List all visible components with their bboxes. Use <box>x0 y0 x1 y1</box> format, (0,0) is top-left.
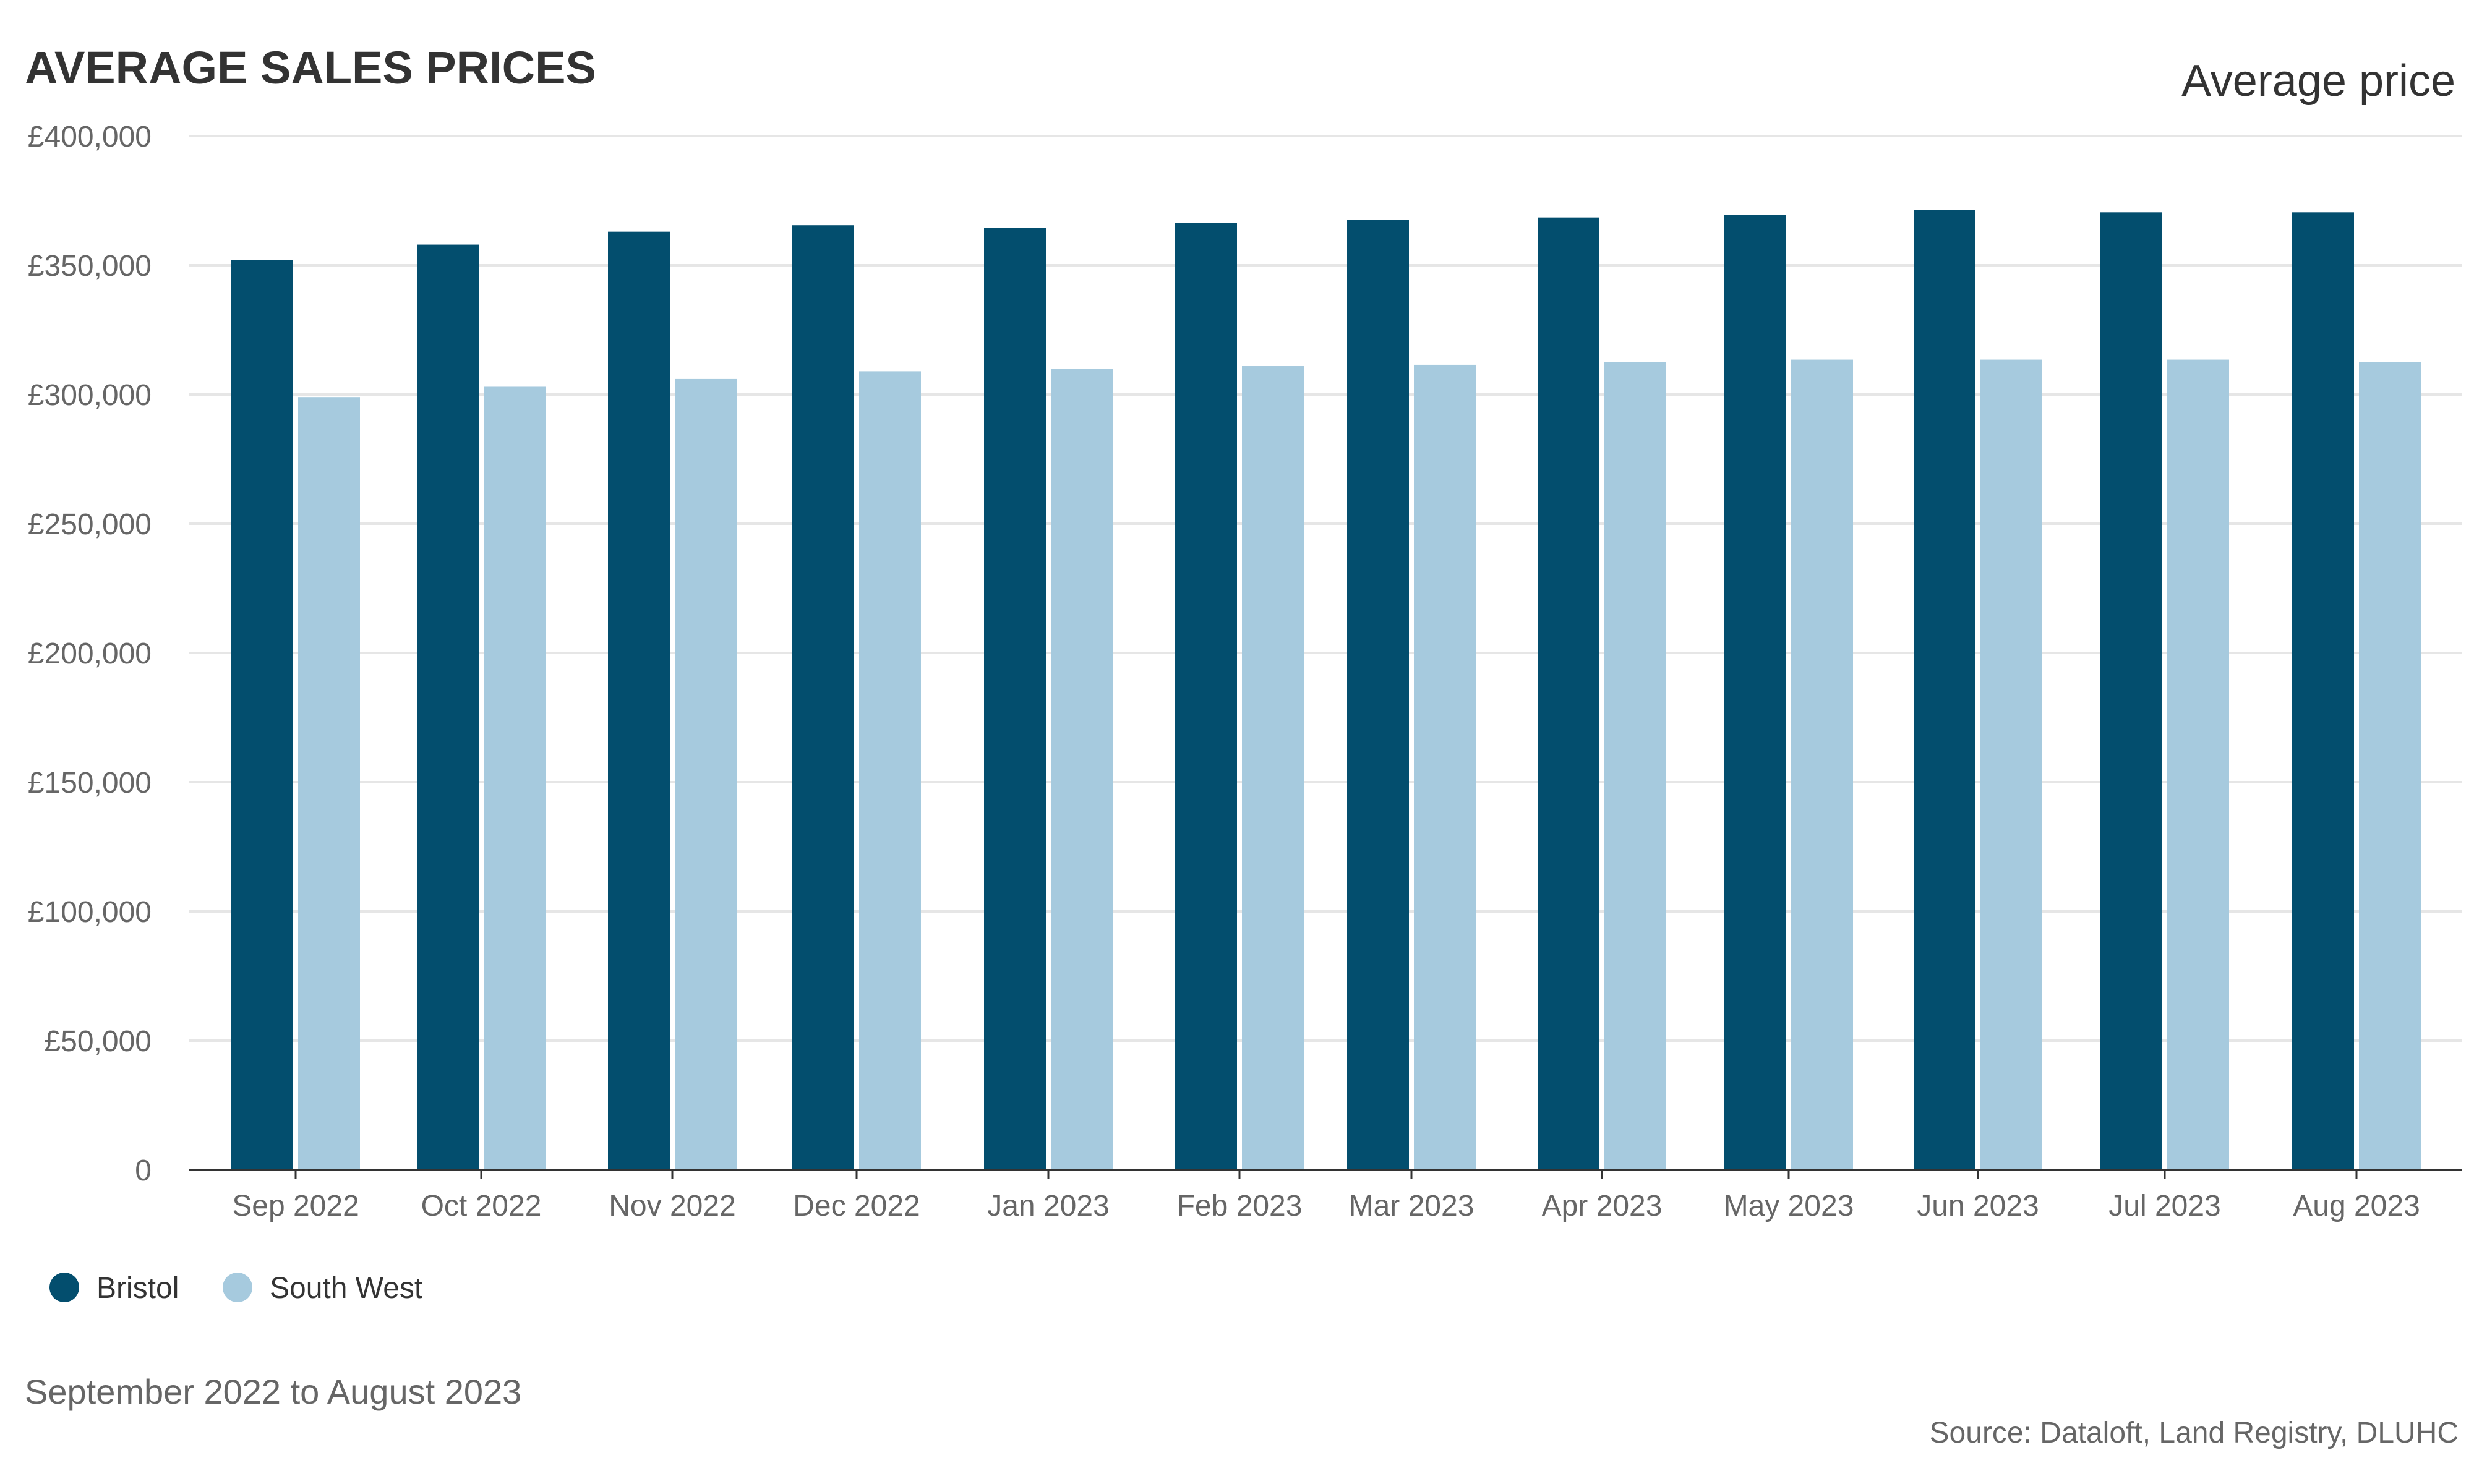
gridlines <box>189 135 2462 1042</box>
legend: Bristol South West <box>49 1272 422 1305</box>
x-tick-label: Jun 2023 <box>1917 1190 2039 1222</box>
legend-swatch-south-west[interactable] <box>223 1273 252 1302</box>
bar-south-west-jun-2023 <box>1980 359 2042 1170</box>
bar-bristol-jun-2023 <box>1914 210 1975 1170</box>
y-tick-label: £200,000 <box>28 638 152 670</box>
x-tick-label: Sep 2022 <box>232 1190 359 1222</box>
bar-south-west-mar-2023 <box>1414 364 1476 1171</box>
y-tick-label: £50,000 <box>44 1025 152 1058</box>
x-tick-label: Jan 2023 <box>987 1190 1110 1222</box>
date-range-caption: September 2022 to August 2023 <box>25 1372 521 1411</box>
y-tick-label: £300,000 <box>28 379 152 412</box>
bar-south-west-may-2023 <box>1791 359 1853 1170</box>
bar-south-west-oct-2022 <box>484 386 546 1171</box>
chart-title: AVERAGE SALES PRICES <box>25 42 596 93</box>
x-tick-label: Dec 2022 <box>793 1190 920 1222</box>
bar-bristol-nov-2022 <box>608 231 670 1170</box>
bar-south-west-nov-2022 <box>675 378 737 1171</box>
bar-bristol-oct-2022 <box>417 244 479 1170</box>
y-tick-label: £100,000 <box>28 896 152 929</box>
x-axis-tick-labels: Sep 2022 Oct 2022 Nov 2022 Dec 2022 Jan 2023… <box>232 1170 2420 1222</box>
bar-bristol-apr-2023 <box>1538 217 1599 1170</box>
x-tick-label: Oct 2022 <box>421 1190 542 1222</box>
x-tick-label: Aug 2023 <box>2293 1190 2420 1222</box>
bar-bristol-jul-2023 <box>2100 212 2162 1170</box>
y-tick-label: £150,000 <box>28 767 152 800</box>
bar-south-west-jul-2023 <box>2167 359 2229 1170</box>
bar-bristol-may-2023 <box>1724 215 1786 1170</box>
x-tick-label: Nov 2022 <box>609 1190 735 1222</box>
bar-south-west-aug-2023 <box>2359 362 2421 1170</box>
bar-south-west-feb-2023 <box>1242 366 1304 1170</box>
legend-label-bristol[interactable]: Bristol <box>96 1272 179 1305</box>
y-axis-tick-labels: 0 £50,000 £100,000 £150,000 £200,000 £250,000… <box>28 121 152 1187</box>
y-tick-label: £250,000 <box>28 508 152 541</box>
bar-bristol-sep-2022 <box>231 260 293 1170</box>
x-tick-label: Mar 2023 <box>1349 1190 1475 1222</box>
x-tick-label: May 2023 <box>1724 1190 1854 1222</box>
x-tick-label: Feb 2023 <box>1177 1190 1303 1222</box>
bar-south-west-dec-2022 <box>859 371 921 1170</box>
bar-south-west-jan-2023 <box>1051 369 1113 1171</box>
bars <box>231 210 2421 1171</box>
bar-bristol-jan-2023 <box>984 228 1046 1170</box>
source-note: Source: Dataloft, Land Registry, DLUHC <box>1930 1417 2459 1449</box>
bar-south-west-apr-2023 <box>1604 362 1666 1170</box>
chart-subtitle: Average price <box>2181 56 2455 106</box>
bar-bristol-feb-2023 <box>1175 223 1237 1170</box>
bar-bristol-mar-2023 <box>1347 220 1409 1171</box>
y-tick-label: £350,000 <box>28 250 152 283</box>
legend-label-south-west[interactable]: South West <box>270 1272 422 1305</box>
x-tick-label: Jul 2023 <box>2108 1190 2220 1222</box>
y-tick-label: £400,000 <box>28 121 152 153</box>
bar-bristol-aug-2023 <box>2292 212 2354 1170</box>
y-tick-label: 0 <box>135 1154 152 1187</box>
legend-swatch-bristol[interactable] <box>49 1273 79 1302</box>
x-tick-label: Apr 2023 <box>1542 1190 1663 1222</box>
bar-bristol-dec-2022 <box>792 225 854 1171</box>
bar-south-west-sep-2022 <box>298 397 360 1171</box>
